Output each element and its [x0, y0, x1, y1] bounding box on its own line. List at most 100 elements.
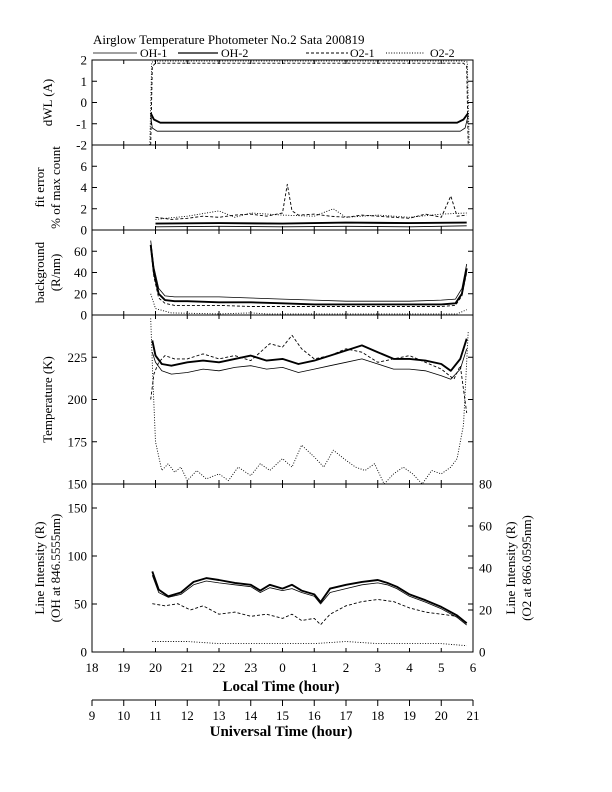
- series-line-o2-1: [155, 183, 467, 220]
- universal-time-tick-label: 14: [244, 708, 258, 723]
- series-group: [155, 183, 467, 228]
- y-tick-label: -1: [76, 116, 87, 131]
- universal-time-tick-label: 12: [181, 708, 194, 723]
- local-time-tick-label: 20: [149, 660, 162, 675]
- panel-frame: [91, 59, 474, 146]
- y2-axis-label: (O2 at 866.0595nm): [519, 515, 534, 621]
- y2-tick-label: 0: [479, 645, 486, 660]
- y-axis-label: background: [32, 241, 47, 303]
- y-tick-label: 6: [81, 159, 88, 174]
- y2-tick-label: 60: [479, 519, 492, 534]
- y2-tick-label: 40: [479, 561, 492, 576]
- series-line-o2-2: [155, 208, 467, 220]
- chart-title: Airglow Temperature Photometer No.2 Sata…: [93, 32, 365, 47]
- y-tick-label: 175: [68, 434, 88, 449]
- legend-label-o2-1: O2-1: [350, 46, 375, 60]
- series-line-o2-1: [150, 62, 469, 145]
- y-axis-label: Temperature (K): [40, 356, 55, 443]
- series-line-oh-1: [151, 575, 467, 626]
- series-group: [150, 318, 469, 484]
- universal-time-tick-label: 17: [340, 708, 354, 723]
- series-line-oh-1: [155, 225, 467, 228]
- y-tick-label: 0: [81, 95, 88, 110]
- panel-2: 0 2 4 6 fit error% of max count: [32, 144, 474, 238]
- universal-time-tick-label: 15: [276, 708, 289, 723]
- local-time-tick-label: 2: [343, 660, 350, 675]
- y-tick-label: 200: [68, 392, 88, 407]
- panel-3: 0 20 40 60 background (R/nm): [32, 229, 474, 323]
- local-time-tick-label: 0: [279, 660, 286, 675]
- series-group: [151, 571, 468, 647]
- legend-label-oh-2: OH-2: [221, 46, 248, 60]
- local-time-tick-label: 23: [244, 660, 257, 675]
- universal-time-tick-label: 20: [435, 708, 448, 723]
- series-line-o2-1: [152, 599, 467, 626]
- universal-time-tick-label: 18: [371, 708, 384, 723]
- universal-time-tick-label: 16: [308, 708, 322, 723]
- panel-frame: [91, 229, 474, 316]
- x-axes: 18 19 20 21 22 23 0 1 2 3 4 5 69 10 11 12 13 14 15 16 17 18 19…: [86, 660, 480, 723]
- series-line-oh-2: [155, 221, 467, 225]
- local-time-tick-label: 21: [181, 660, 194, 675]
- y-tick-label: 150: [68, 501, 88, 516]
- panel-frame: [91, 314, 474, 485]
- local-time-tick-label: 1: [311, 660, 318, 675]
- y-tick-label: 225: [68, 350, 88, 365]
- series-line-o2-2: [152, 641, 467, 647]
- y-axis-label: Line Intensity (R): [32, 521, 47, 614]
- panel-1: -2 -1 0 1 2 dWL (A): [40, 53, 474, 153]
- legend-label-oh-1: OH-1: [140, 46, 167, 60]
- universal-time-tick-label: 10: [117, 708, 130, 723]
- y-axis-label: % of max count: [48, 146, 63, 229]
- y-tick-label: 150: [68, 477, 88, 492]
- series-line-o2-1: [150, 334, 468, 414]
- y-tick-label: 1: [81, 74, 88, 89]
- y-tick-label: 50: [74, 597, 87, 612]
- y-tick-label: 0: [81, 645, 88, 660]
- series-line-oh-1: [150, 115, 469, 132]
- universal-time-tick-label: 9: [89, 708, 96, 723]
- local-time-tick-label: 22: [213, 660, 226, 675]
- universal-time-axis-title: Universal Time (hour): [210, 724, 353, 740]
- y-axis-label: (R/nm): [48, 254, 63, 292]
- y2-axis-label: Line Intensity (R): [503, 521, 518, 614]
- series-line-oh-2: [149, 112, 469, 124]
- y-tick-label: 2: [81, 53, 88, 68]
- y-axis-label: (OH at 846.5555nm): [48, 514, 63, 623]
- y-axis-label: dWL (A): [40, 79, 55, 127]
- local-time-tick-label: 18: [86, 660, 99, 675]
- y-axis-label: fit error: [32, 167, 47, 208]
- series-group: [149, 60, 470, 145]
- y-tick-label: 100: [68, 549, 88, 564]
- y-tick-label: 0: [81, 308, 88, 323]
- series-group: [149, 240, 468, 315]
- y-tick-label: 40: [74, 265, 87, 280]
- local-time-tick-label: 3: [375, 660, 382, 675]
- universal-time-tick-label: 19: [403, 708, 416, 723]
- series-line-o2-2: [150, 293, 467, 315]
- universal-time-tick-label: 21: [467, 708, 480, 723]
- y2-tick-label: 20: [479, 603, 492, 618]
- universal-time-tick-label: 11: [149, 708, 162, 723]
- series-line-oh-2: [149, 244, 468, 306]
- y-tick-label: 4: [81, 180, 88, 195]
- series-line-o2-2: [149, 60, 470, 145]
- local-time-tick-label: 19: [117, 660, 130, 675]
- panel-frame: [91, 483, 474, 653]
- y2-tick-label: 80: [479, 477, 492, 492]
- series-line-oh-1: [150, 240, 468, 302]
- y-tick-label: 0: [81, 223, 88, 238]
- local-time-axis-title: Local Time (hour): [223, 679, 340, 695]
- local-time-tick-label: 4: [406, 660, 413, 675]
- legend-label-o2-2: O2-2: [430, 46, 455, 60]
- series-line-o2-2: [150, 318, 469, 484]
- plot-panels: -2 -1 0 1 2 dWL (A) 0 2 4 6 fit error% of max coun…: [32, 53, 534, 660]
- y-tick-label: 20: [74, 286, 87, 301]
- series-line-oh-2: [151, 338, 468, 372]
- legend: OH-1 OH-2 O2-1 O2-2: [93, 46, 455, 60]
- panel-4: 150 175 200 225 Temperature (K): [40, 314, 474, 492]
- universal-time-tick-label: 13: [213, 708, 226, 723]
- panel-frame: [91, 144, 474, 231]
